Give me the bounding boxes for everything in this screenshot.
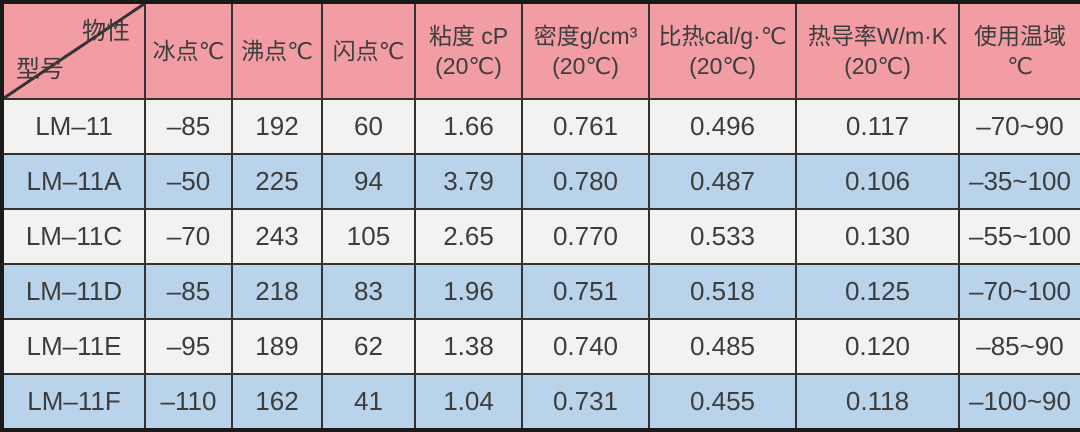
value-cell: 0.487 <box>648 153 797 210</box>
model-cell: LM–11 <box>1 98 146 155</box>
value-cell: –85~90 <box>958 318 1080 375</box>
value-cell: 0.518 <box>648 263 797 320</box>
value-cell: 1.66 <box>414 98 523 155</box>
column-header-boiling-point: 沸点℃ <box>231 1 323 100</box>
value-cell: 192 <box>231 98 323 155</box>
value-cell: 94 <box>321 153 416 210</box>
value-cell: 105 <box>321 208 416 265</box>
table-row: LM–11D –85 218 83 1.96 0.751 0.518 0.125… <box>1 263 1080 320</box>
value-cell: 0.455 <box>648 373 797 431</box>
table-row: LM–11 –85 192 60 1.66 0.761 0.496 0.117 … <box>1 98 1080 155</box>
corner-label-properties: 物性 <box>82 18 130 45</box>
value-cell: –70 <box>144 208 233 265</box>
value-cell: 2.65 <box>414 208 523 265</box>
value-cell: –70~90 <box>958 98 1080 155</box>
value-cell: –55~100 <box>958 208 1080 265</box>
value-cell: –35~100 <box>958 153 1080 210</box>
model-cell: LM–11E <box>1 318 146 375</box>
table-row: LM–11F –110 162 41 1.04 0.731 0.455 0.11… <box>1 373 1080 431</box>
value-cell: 1.96 <box>414 263 523 320</box>
value-cell: –50 <box>144 153 233 210</box>
value-cell: 0.770 <box>521 208 650 265</box>
table-row: LM–11E –95 189 62 1.38 0.740 0.485 0.120… <box>1 318 1080 375</box>
table-body: LM–11 –85 192 60 1.66 0.761 0.496 0.117 … <box>1 98 1080 431</box>
value-cell: 0.731 <box>521 373 650 431</box>
value-cell: 62 <box>321 318 416 375</box>
value-cell: 218 <box>231 263 323 320</box>
value-cell: –70~100 <box>958 263 1080 320</box>
value-cell: 0.117 <box>795 98 960 155</box>
value-cell: 1.04 <box>414 373 523 431</box>
model-cell: LM–11F <box>1 373 146 431</box>
value-cell: 0.485 <box>648 318 797 375</box>
column-header-usage-temperature-range: 使用温域 ℃ <box>958 1 1080 100</box>
value-cell: 162 <box>231 373 323 431</box>
value-cell: 0.106 <box>795 153 960 210</box>
column-header-density: 密度g/cm³ (20℃) <box>521 1 650 100</box>
value-cell: 0.496 <box>648 98 797 155</box>
value-cell: 3.79 <box>414 153 523 210</box>
column-header-flash-point: 闪点℃ <box>321 1 416 100</box>
value-cell: 225 <box>231 153 323 210</box>
header-row: 物性 型号 冰点℃ 沸点℃ 闪点℃ 粘度 cP (20℃) 密度g/cm³ ( <box>1 1 1080 100</box>
value-cell: 0.130 <box>795 208 960 265</box>
column-header-thermal-conductivity: 热导率W/m·K (20℃) <box>795 1 960 100</box>
table-row: LM–11A –50 225 94 3.79 0.780 0.487 0.106… <box>1 153 1080 210</box>
value-cell: 0.118 <box>795 373 960 431</box>
value-cell: –110 <box>144 373 233 431</box>
column-header-freezing-point: 冰点℃ <box>144 1 233 100</box>
value-cell: –85 <box>144 98 233 155</box>
value-cell: 0.120 <box>795 318 960 375</box>
value-cell: 83 <box>321 263 416 320</box>
value-cell: 1.38 <box>414 318 523 375</box>
value-cell: 0.780 <box>521 153 650 210</box>
value-cell: 189 <box>231 318 323 375</box>
value-cell: 0.533 <box>648 208 797 265</box>
table-row: LM–11C –70 243 105 2.65 0.770 0.533 0.13… <box>1 208 1080 265</box>
value-cell: 41 <box>321 373 416 431</box>
corner-cell: 物性 型号 <box>1 1 146 100</box>
model-cell: LM–11C <box>1 208 146 265</box>
corner-label-model: 型号 <box>16 56 64 84</box>
value-cell: –100~90 <box>958 373 1080 431</box>
value-cell: –95 <box>144 318 233 375</box>
value-cell: 243 <box>231 208 323 265</box>
value-cell: –85 <box>144 263 233 320</box>
column-header-viscosity: 粘度 cP (20℃) <box>414 1 523 100</box>
value-cell: 0.751 <box>521 263 650 320</box>
column-header-specific-heat: 比热cal/g·℃ (20℃) <box>648 1 797 100</box>
value-cell: 0.761 <box>521 98 650 155</box>
value-cell: 0.125 <box>795 263 960 320</box>
model-cell: LM–11A <box>1 153 146 210</box>
table-header: 物性 型号 冰点℃ 沸点℃ 闪点℃ 粘度 cP (20℃) 密度g/cm³ ( <box>1 1 1080 100</box>
value-cell: 0.740 <box>521 318 650 375</box>
model-cell: LM–11D <box>1 263 146 320</box>
value-cell: 60 <box>321 98 416 155</box>
